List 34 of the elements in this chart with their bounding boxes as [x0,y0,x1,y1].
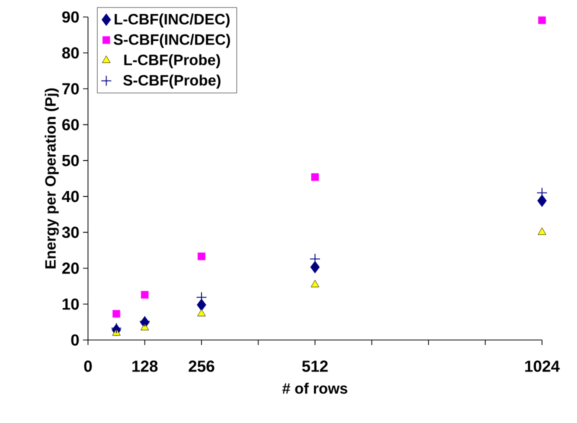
legend-label: S-CBF(INC/DEC) [114,34,230,48]
y-axis-title: Energy per Operation (Pj) [44,88,59,268]
x-tick-label: 512 [302,360,328,372]
point [196,298,206,312]
y-tick-label: 50 [62,154,79,166]
y-tick-label: 0 [71,334,79,346]
point [538,228,546,235]
y-tick-label: 10 [62,298,79,310]
point [310,260,320,274]
y-tick-label: 90 [62,11,79,23]
point [310,280,320,288]
point [140,322,149,330]
y-tick-label: 70 [62,83,79,94]
point [110,322,122,334]
legend-label: L-CBF(INC/DEC) [114,14,230,28]
legend-label: S-CBF(Probe) [123,74,220,89]
y-tick-label: 40 [62,190,79,202]
point [198,252,206,260]
y-tick-label: 80 [62,47,79,59]
point [197,309,206,316]
x-axis-title: # of rows [282,382,348,394]
point [538,16,546,24]
y-tick-label: 30 [62,226,79,238]
y-tick-label: 60 [62,119,79,130]
y-tick-label: 20 [62,262,79,274]
x-tick-label: 0 [84,360,92,372]
point [311,173,319,181]
x-tick-label: 128 [132,360,158,372]
legend-label: L-CBF(Probe) [124,54,220,68]
x-tick-label: 256 [188,360,214,372]
x-tick-label: 1024 [525,360,560,372]
point [537,194,547,207]
point [112,310,120,318]
point [140,290,149,299]
